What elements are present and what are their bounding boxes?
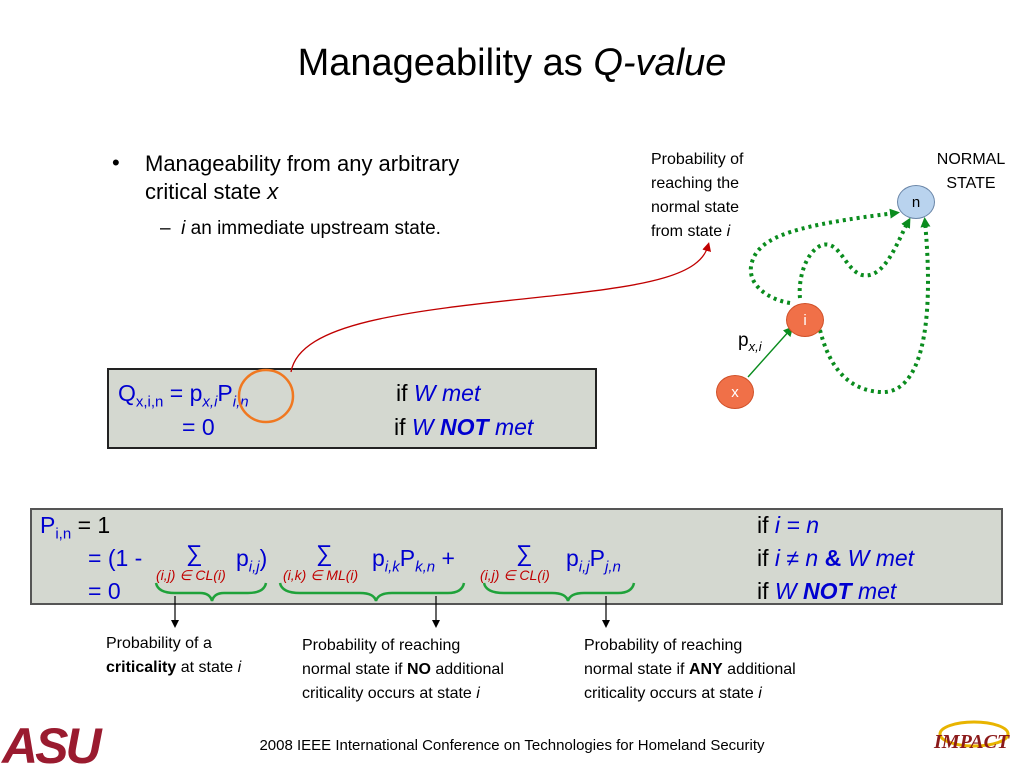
p-equation-line2-a: = (1 -: [88, 545, 143, 571]
note-criticality: Probability of a criticality at state i: [106, 635, 242, 676]
p-condition3: if W NOT met: [757, 578, 897, 604]
brace-3: [482, 582, 636, 602]
highlight-circle: [237, 368, 295, 424]
q-equation-line1: Qx,i,n = px,iPi,n: [118, 380, 249, 411]
p-condition1: if i = n: [757, 512, 820, 538]
node-n: n: [897, 185, 935, 219]
callout-arrow: [290, 242, 711, 373]
bullet-text: Manageability from any arbitrary critica…: [145, 151, 460, 204]
sum-symbol-2: ∑: [316, 540, 333, 566]
sum-symbol-3: ∑: [516, 540, 533, 566]
p-condition2: if i ≠ n & W met: [757, 545, 915, 571]
p-recursion-box: [30, 508, 1003, 605]
p-xi-label: px,i: [738, 330, 762, 354]
slide-title: Manageability as Q-value: [297, 42, 727, 84]
impact-logo: IMPACT: [930, 716, 1010, 761]
path-i-to-n-left: [748, 208, 900, 305]
brace-1: [154, 582, 268, 602]
sum-index-1: (i,j) ∈ CL(i): [156, 567, 226, 583]
sum-index-2: (i,k) ∈ ML(i): [283, 567, 359, 583]
p-term-ik: pi,kPk,n +: [372, 545, 455, 576]
svg-text:ASU: ASU: [0, 718, 103, 768]
arrow-x-to-i: [747, 326, 794, 378]
q-condition2: if W NOT met: [394, 414, 534, 440]
p-equation-line1: Pi,n = 1: [40, 512, 111, 543]
footer-text: 2008 IEEE International Conference on Te…: [259, 737, 765, 754]
normal-state-label: NORMAL STATE: [936, 151, 1006, 192]
bullet-glyph: •: [112, 150, 120, 175]
asu-logo: ASU: [0, 718, 112, 773]
path-i-to-n-middle: [797, 217, 911, 299]
node-x: x: [716, 375, 754, 409]
path-i-to-n-right: [818, 217, 931, 395]
note-no-criticality: Probability of reaching normal state if …: [302, 637, 504, 702]
diagram-label: Probability of reaching the normal state…: [651, 151, 744, 240]
note-any-criticality: Probability of reaching normal state if …: [584, 637, 796, 702]
p-term-ij: pi,j): [236, 545, 268, 576]
p-equation-line3: = 0: [88, 578, 121, 604]
svg-text:IMPACT: IMPACT: [933, 731, 1010, 753]
sum-index-3: (i,j) ∈ CL(i): [480, 567, 550, 583]
subbullet: – i an immediate upstream state.: [160, 218, 441, 239]
q-value-equation-box: [107, 368, 597, 449]
q-condition1: if W met: [396, 380, 481, 406]
p-term-jn: pi,jPj,n: [566, 545, 621, 576]
brace-2: [278, 582, 466, 602]
q-equation-line2: = 0: [182, 414, 215, 440]
sum-symbol-1: ∑: [186, 540, 203, 566]
node-i: i: [786, 303, 824, 337]
